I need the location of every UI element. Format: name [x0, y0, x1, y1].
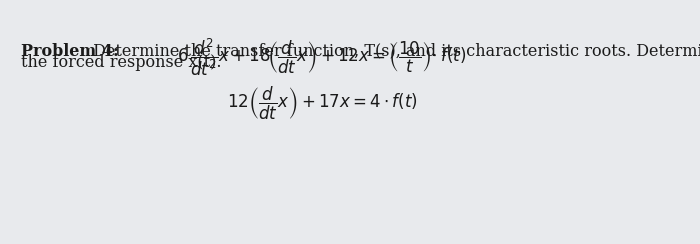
Text: $12\left(\dfrac{d}{dt}x\right) + 17x = 4 \cdot f(t)$: $12\left(\dfrac{d}{dt}x\right) + 17x = 4…	[227, 85, 417, 122]
Text: Problem 4:: Problem 4:	[21, 43, 119, 60]
Text: $6\,\dfrac{d^2}{dt^2}x + 18\!\left(\dfrac{d}{dt}x\right) + 12x = \left(\dfrac{10: $6\,\dfrac{d^2}{dt^2}x + 18\!\left(\dfra…	[177, 37, 467, 78]
Text: the forced response x(t).: the forced response x(t).	[21, 54, 221, 71]
Text: Determine the transfer function, T(s), and its characteristic roots. Determine a: Determine the transfer function, T(s), a…	[88, 43, 700, 60]
